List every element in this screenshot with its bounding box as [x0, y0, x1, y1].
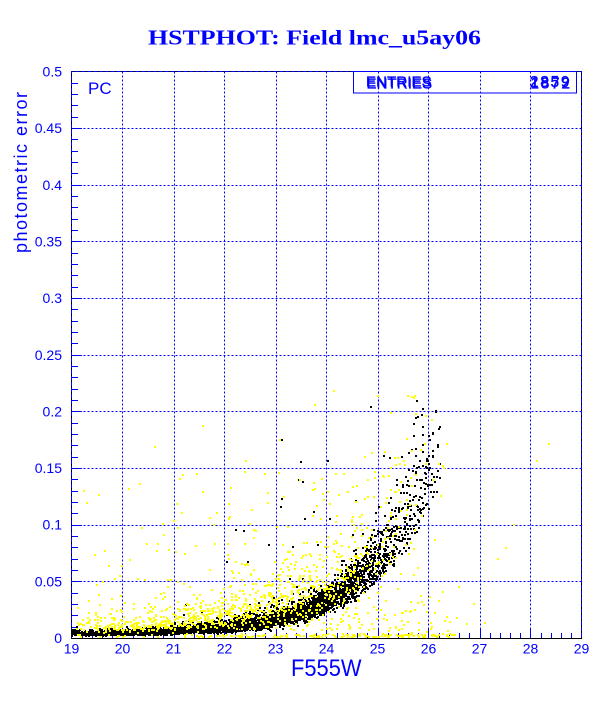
svg-text:0.3: 0.3 [43, 290, 63, 306]
svg-text:24: 24 [319, 641, 335, 657]
svg-text:29: 29 [574, 641, 590, 657]
svg-text:PC: PC [88, 79, 112, 98]
svg-text:0.2: 0.2 [43, 403, 63, 419]
svg-text:21: 21 [166, 641, 182, 657]
svg-text:23: 23 [268, 641, 284, 657]
svg-text:ENTRIES: ENTRIES [367, 76, 433, 93]
svg-text:HSTPHOT: Field lmc_u5ay06: HSTPHOT: Field lmc_u5ay06 [148, 26, 481, 50]
svg-text:F555W: F555W [291, 655, 362, 682]
svg-text:26: 26 [421, 641, 437, 657]
svg-text:0.15: 0.15 [35, 460, 62, 476]
svg-text:0.5: 0.5 [43, 64, 63, 80]
svg-text:2859: 2859 [530, 74, 571, 91]
svg-text:1872: 1872 [530, 76, 571, 93]
svg-text:0.25: 0.25 [35, 347, 62, 363]
svg-text:28: 28 [523, 641, 539, 657]
svg-text:19: 19 [64, 641, 80, 657]
svg-text:20: 20 [115, 641, 131, 657]
svg-text:0.4: 0.4 [43, 177, 63, 193]
svg-text:27: 27 [472, 641, 488, 657]
svg-text:ENTRIES: ENTRIES [366, 74, 432, 91]
svg-text:0.1: 0.1 [43, 517, 63, 533]
svg-text:0: 0 [54, 630, 62, 646]
svg-text:25: 25 [370, 641, 386, 657]
svg-text:22: 22 [217, 641, 233, 657]
svg-text:0.35: 0.35 [35, 234, 62, 250]
svg-text:photometric error: photometric error [11, 90, 31, 253]
svg-text:0.45: 0.45 [35, 120, 62, 136]
svg-text:0.05: 0.05 [35, 573, 62, 589]
